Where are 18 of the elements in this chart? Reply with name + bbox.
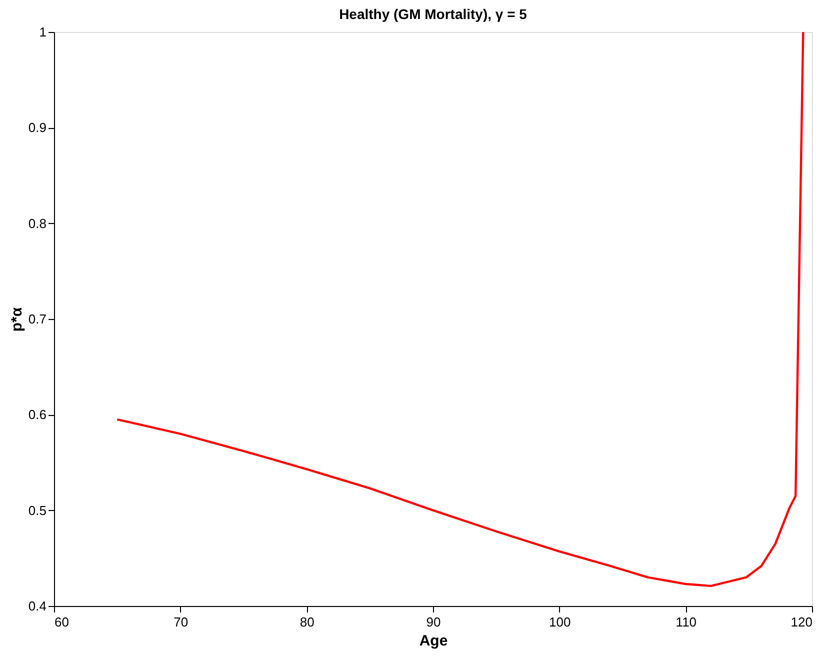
y-tick-label: 1 [39, 24, 46, 40]
x-tick-label: 80 [300, 614, 314, 630]
y-tick-label: 0.6 [28, 407, 46, 422]
y-tick-label: 0.4 [28, 598, 46, 614]
x-tick-label: 100 [548, 614, 571, 630]
x-tick-label: 120 [790, 614, 812, 630]
x-tick-label: 70 [174, 614, 188, 630]
y-tick-label: 0.8 [28, 216, 46, 231]
x-tick-label: 110 [676, 614, 697, 630]
line-series [116, 30, 804, 588]
y-tick-label: 0.9 [28, 120, 46, 136]
chart-title: Healthy (GM Mortality), γ = 5 [339, 6, 528, 22]
x-tick-label: 90 [426, 614, 441, 630]
y-tick-label: 0.5 [28, 502, 46, 518]
x-axis-title: Age [419, 632, 448, 650]
y-tick-label: 0.7 [28, 312, 46, 326]
y-axis-title: p*α [8, 306, 26, 332]
x-tick-label: 60 [54, 614, 69, 630]
